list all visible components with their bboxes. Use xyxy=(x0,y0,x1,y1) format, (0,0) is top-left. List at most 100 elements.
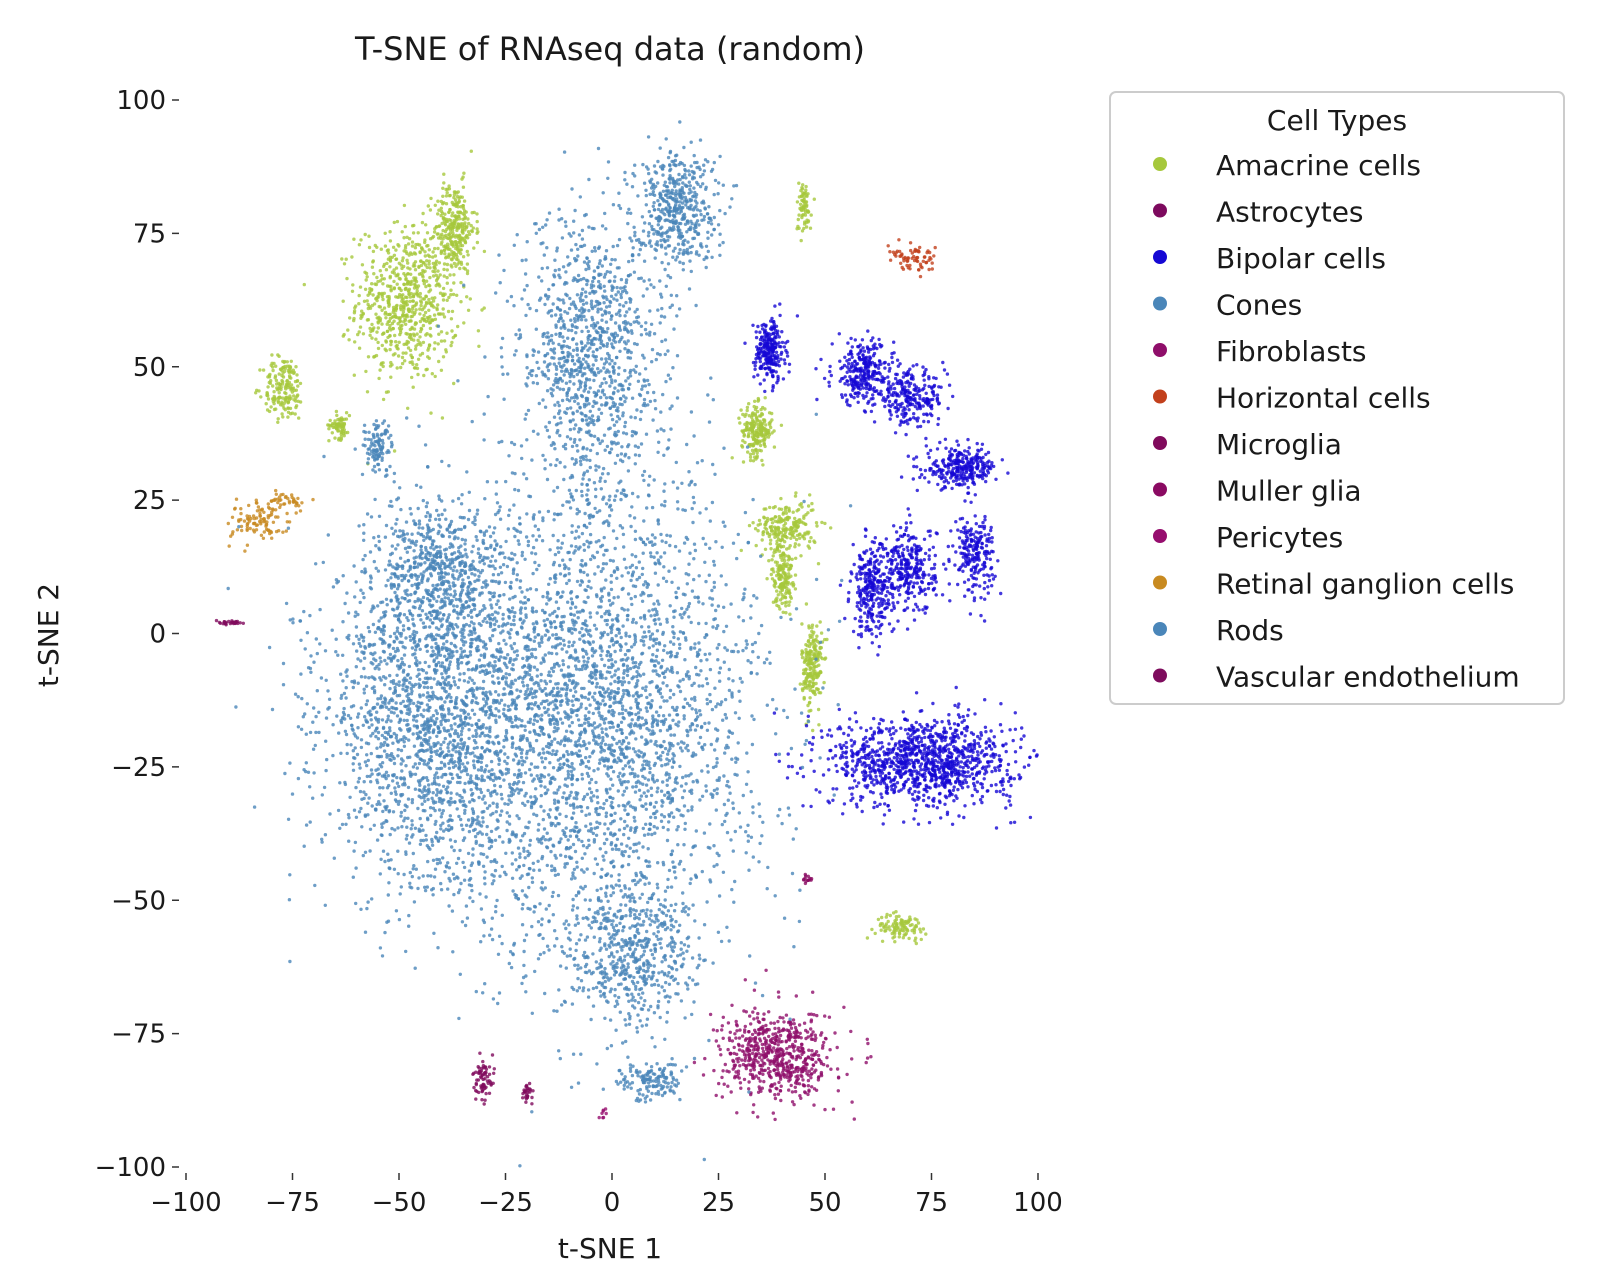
data-point xyxy=(460,261,463,264)
data-point xyxy=(958,483,961,486)
data-point xyxy=(800,622,803,625)
data-point xyxy=(853,379,856,382)
data-point xyxy=(819,652,822,655)
data-point xyxy=(778,515,781,518)
data-point xyxy=(339,426,342,429)
data-point xyxy=(961,570,964,573)
data-point xyxy=(979,475,982,478)
data-point xyxy=(800,505,803,508)
data-point xyxy=(378,305,381,308)
data-point xyxy=(923,772,926,775)
data-point xyxy=(936,447,939,450)
data-point xyxy=(433,247,436,250)
data-point xyxy=(865,593,868,596)
data-point xyxy=(755,330,758,333)
data-point xyxy=(453,219,456,222)
data-point xyxy=(988,739,991,742)
data-point xyxy=(919,562,922,565)
data-point xyxy=(962,526,965,529)
data-point xyxy=(871,748,874,751)
data-point xyxy=(775,533,778,536)
data-point xyxy=(851,345,854,348)
data-point xyxy=(843,617,846,620)
data-point xyxy=(799,682,802,685)
data-point xyxy=(271,384,274,387)
data-point xyxy=(483,250,486,253)
data-point xyxy=(896,415,899,418)
data-point xyxy=(761,351,764,354)
data-point xyxy=(880,916,883,919)
data-point xyxy=(857,633,860,636)
data-point xyxy=(421,212,424,215)
data-point xyxy=(953,722,956,725)
data-point xyxy=(807,210,810,213)
data-point xyxy=(956,583,959,586)
data-point xyxy=(868,560,871,563)
data-point xyxy=(835,787,838,790)
data-point xyxy=(412,386,415,389)
data-point xyxy=(864,757,867,760)
data-point xyxy=(873,346,876,349)
data-point xyxy=(926,724,929,727)
data-point xyxy=(861,771,864,774)
data-point xyxy=(412,262,415,265)
data-point xyxy=(828,370,831,373)
data-point xyxy=(442,268,445,271)
data-point xyxy=(910,373,913,376)
data-point xyxy=(810,502,813,505)
data-point xyxy=(943,748,946,751)
data-point xyxy=(983,518,986,521)
data-point xyxy=(972,549,975,552)
data-point xyxy=(431,372,434,375)
data-point xyxy=(973,712,976,715)
data-point xyxy=(887,598,890,601)
data-point xyxy=(441,187,444,190)
data-point xyxy=(462,255,465,258)
data-point xyxy=(947,719,950,722)
data-point xyxy=(787,765,790,768)
data-point xyxy=(966,726,969,729)
data-point xyxy=(380,309,383,312)
data-point xyxy=(774,329,777,332)
data-point xyxy=(774,356,777,359)
data-point xyxy=(380,322,383,325)
data-point xyxy=(930,582,933,585)
data-point xyxy=(431,236,434,239)
data-point xyxy=(969,612,972,615)
data-point xyxy=(781,538,784,541)
data-point xyxy=(389,258,392,261)
data-point xyxy=(803,696,806,699)
data-point xyxy=(904,766,907,769)
data-point xyxy=(897,555,900,558)
data-point xyxy=(402,249,405,252)
data-point xyxy=(343,434,346,437)
data-point xyxy=(358,347,361,350)
data-point xyxy=(393,313,396,316)
data-point xyxy=(960,721,963,724)
data-point xyxy=(971,591,974,594)
data-point xyxy=(848,787,851,790)
data-point xyxy=(904,390,907,393)
data-point xyxy=(439,312,442,315)
data-point xyxy=(436,269,439,272)
data-point xyxy=(936,776,939,779)
data-point xyxy=(921,399,924,402)
data-point xyxy=(905,394,908,397)
data-point xyxy=(889,914,892,917)
data-point xyxy=(801,183,804,186)
data-point xyxy=(409,273,412,276)
data-point xyxy=(807,639,810,642)
data-point xyxy=(969,533,972,536)
data-point xyxy=(862,386,865,389)
data-point xyxy=(965,760,968,763)
data-point xyxy=(987,764,990,767)
data-point xyxy=(969,544,972,547)
data-point xyxy=(950,774,953,777)
data-point xyxy=(870,552,873,555)
data-point xyxy=(387,248,390,251)
data-point xyxy=(801,804,804,807)
data-point xyxy=(1001,744,1004,747)
data-point xyxy=(809,689,812,692)
data-point xyxy=(760,459,763,462)
data-point xyxy=(858,565,861,568)
